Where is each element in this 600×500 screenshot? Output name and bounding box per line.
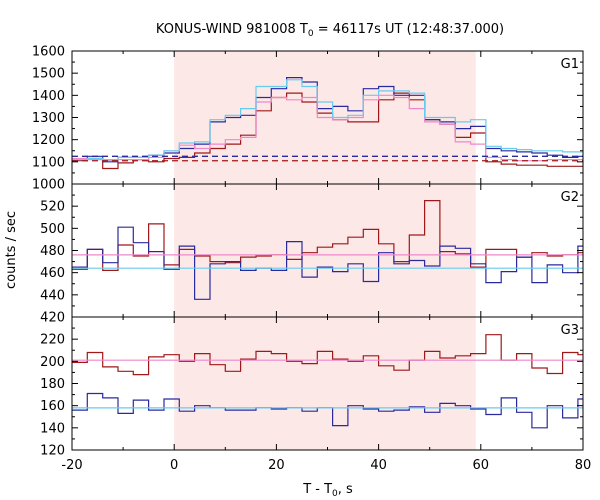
x-tick-label: 20 [268, 458, 285, 473]
x-tick-label: 60 [473, 458, 490, 473]
y-tick-label: 480 [40, 244, 65, 259]
panel-label-g2: G2 [561, 190, 579, 205]
plot-area: 1000110012001300140015001600G14204404604… [32, 45, 591, 474]
y-tick-label: 160 [40, 399, 65, 414]
y-tick-label: 1500 [32, 67, 65, 82]
y-tick-label: 500 [40, 222, 65, 237]
series-lightblue-step-line [72, 79, 583, 161]
x-tick-label: 80 [575, 458, 592, 473]
chart-title: KONUS-WIND 981008 T0 = 46117s UT (12:48:… [156, 22, 504, 39]
x-tick-label: 0 [170, 458, 178, 473]
y-tick-label: 200 [40, 355, 65, 370]
highlight-interval [174, 317, 476, 450]
y-tick-label: 1200 [32, 133, 65, 148]
y-tick-label: 140 [40, 421, 65, 436]
panel-label-g3: G3 [561, 323, 579, 338]
y-tick-label: 440 [40, 288, 65, 303]
panel-label-g1: G1 [561, 57, 579, 72]
series-blue-step-line [72, 392, 583, 429]
panel-g2: 420 440 460 480 500 520 G2 [40, 183, 584, 326]
y-tick-label: 220 [40, 333, 65, 348]
y-tick-label: 1100 [32, 155, 65, 170]
panel-g3: 120 140 160 180 200 220 G3 [40, 316, 584, 459]
y-tick-label: 180 [40, 377, 65, 392]
series-red-step-line [72, 334, 583, 376]
highlight-interval [174, 184, 476, 317]
panel-g1: 1000 1100 1200 1300 1400 1500 1600 G1 [32, 45, 584, 193]
y-tick-label: 420 [40, 311, 65, 326]
series-red-step-line [72, 200, 583, 271]
y-tick-label: 1000 [32, 178, 65, 193]
y-tick-label: 1600 [32, 45, 65, 60]
y-tick-label: 1400 [32, 89, 65, 104]
y-tick-label: 120 [40, 444, 65, 459]
y-tick-label: 1300 [32, 111, 65, 126]
y-axis-title: counts / sec [4, 211, 19, 289]
y-tick-label: 460 [40, 266, 65, 281]
x-axis-title: T - T0, s [302, 482, 353, 499]
y-tick-label: 520 [40, 200, 65, 215]
x-tick-label: 40 [370, 458, 387, 473]
x-tick-label: -20 [61, 458, 82, 473]
